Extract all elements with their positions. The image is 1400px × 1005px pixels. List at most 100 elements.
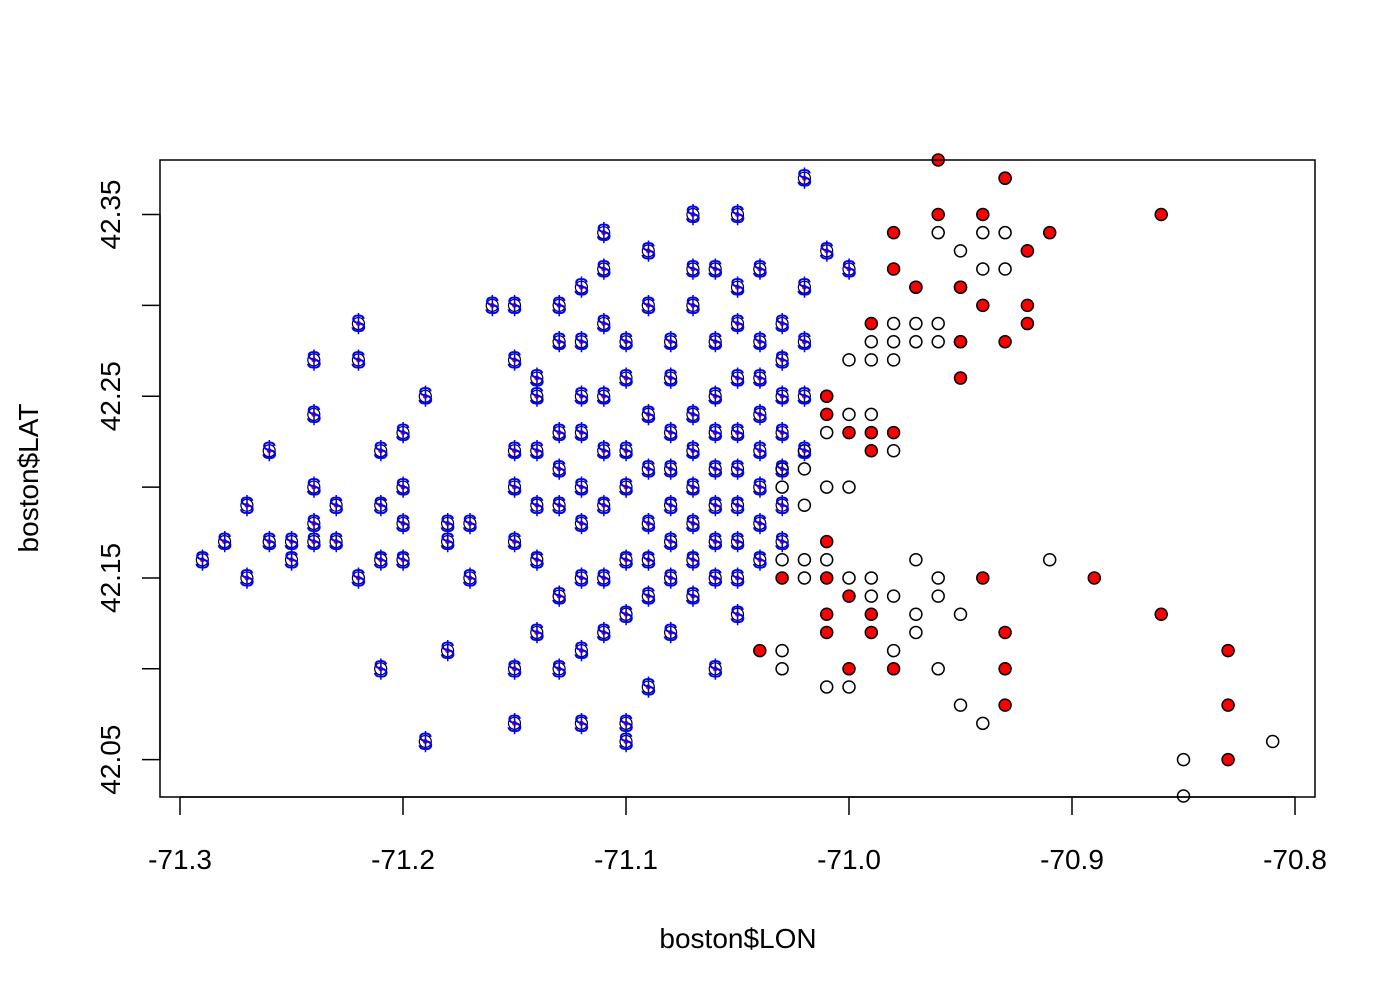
- dollar-glyph: $: [552, 654, 567, 684]
- dollar-marker-point: $: [574, 272, 589, 302]
- dollar-marker-point: $: [530, 545, 545, 575]
- dollar-glyph: $: [686, 472, 701, 502]
- point-center: [422, 738, 428, 744]
- open-circle-point: [909, 316, 923, 331]
- point-circle: [753, 444, 767, 458]
- point-center: [244, 575, 250, 581]
- dollar-marker-point: $: [373, 490, 388, 520]
- point-center: [534, 375, 540, 381]
- open-circle-point: [842, 571, 856, 585]
- dollar-marker-point: $: [753, 327, 768, 357]
- point-circle: [441, 516, 455, 531]
- dollar-marker-point: $: [351, 563, 366, 593]
- dollar-glyph: $: [329, 490, 344, 520]
- dollar-marker-point: $: [552, 327, 567, 357]
- open-circle-point: [864, 353, 879, 367]
- point-center: [512, 448, 517, 454]
- point-center: [735, 375, 740, 381]
- dollar-glyph: $: [641, 399, 656, 429]
- open-circle-point: [909, 553, 923, 567]
- point-circle: [686, 480, 700, 494]
- dollar-glyph: $: [619, 545, 634, 575]
- point-circle: [552, 589, 566, 603]
- dollar-marker-point: $: [797, 163, 812, 193]
- point-center: [556, 502, 562, 508]
- point-circle: [552, 662, 566, 676]
- dollar-marker-point: $: [619, 363, 634, 393]
- open-circle-point: [909, 607, 923, 622]
- dollar-glyph: $: [329, 527, 344, 557]
- dollar-glyph: $: [217, 527, 232, 557]
- dollar-marker-point: $: [775, 345, 790, 375]
- dollar-marker-point: $: [641, 454, 656, 484]
- dollar-glyph: $: [418, 381, 433, 411]
- open-circle-point: [842, 680, 856, 694]
- dollar-glyph: $: [775, 309, 790, 339]
- point-center: [645, 593, 651, 599]
- dollar-glyph: $: [307, 527, 322, 557]
- dollar-glyph: $: [730, 527, 745, 557]
- point-circle: [597, 226, 611, 240]
- dollar-glyph: $: [552, 581, 567, 611]
- point-circle: [730, 207, 745, 222]
- point-circle: [797, 280, 812, 294]
- point-center: [512, 539, 517, 545]
- dollar-marker-point: $: [596, 436, 611, 466]
- dollar-marker-point: $: [463, 508, 478, 538]
- point-center: [690, 411, 696, 417]
- filled-red-point: [842, 589, 856, 603]
- dollar-marker-point: $: [596, 563, 611, 593]
- dollar-marker-point: $: [686, 200, 701, 230]
- dollar-marker-point: $: [530, 363, 545, 393]
- point-circle: [240, 498, 254, 512]
- dollar-marker-point: $: [641, 508, 656, 538]
- point-center: [779, 466, 785, 472]
- dollar-glyph: $: [552, 327, 567, 357]
- dollar-marker-point: $: [373, 654, 388, 684]
- point-center: [779, 502, 785, 508]
- dollar-glyph: $: [663, 490, 678, 520]
- dollar-glyph: $: [552, 454, 567, 484]
- filled-red-point: [998, 625, 1012, 640]
- point-center: [534, 629, 540, 635]
- point-circle: [663, 534, 678, 549]
- filled-red-point: [909, 280, 923, 294]
- open-circle-point: [1176, 752, 1191, 767]
- dollar-marker-point: $: [641, 236, 656, 266]
- point-circle: [374, 553, 388, 567]
- dollar-glyph: $: [708, 490, 723, 520]
- point-circle: [797, 444, 812, 458]
- point-circle: [753, 262, 767, 276]
- point-circle: [797, 171, 812, 185]
- filled-red-point: [864, 625, 879, 640]
- dollar-marker-point: $: [440, 636, 455, 666]
- filled-red-point: [819, 607, 834, 622]
- point-center: [601, 321, 607, 327]
- point-circle: [842, 262, 856, 276]
- point-circle: [730, 316, 745, 331]
- dollar-marker-point: $: [708, 327, 723, 357]
- point-center: [266, 448, 272, 454]
- dollar-marker-point: $: [507, 436, 522, 466]
- filled-red-point: [864, 443, 879, 458]
- point-circle: [686, 444, 700, 458]
- dollar-glyph: $: [708, 454, 723, 484]
- dollar-glyph: $: [418, 726, 433, 756]
- point-center: [801, 448, 807, 454]
- dollar-marker-point: $: [730, 599, 745, 629]
- point-circle: [641, 244, 655, 258]
- dollar-glyph: $: [797, 436, 812, 466]
- filled-red-point: [953, 334, 968, 349]
- point-circle: [530, 625, 544, 640]
- dollar-marker-point: $: [507, 654, 522, 684]
- open-circle-point: [864, 407, 879, 422]
- point-center: [735, 430, 740, 436]
- dollar-glyph: $: [775, 454, 790, 484]
- point-circle: [708, 335, 722, 349]
- point-center: [757, 411, 763, 417]
- dollar-marker-point: $: [730, 200, 745, 230]
- point-circle: [552, 498, 566, 512]
- point-circle: [663, 462, 678, 476]
- point-center: [578, 430, 584, 436]
- dollar-glyph: $: [552, 290, 567, 320]
